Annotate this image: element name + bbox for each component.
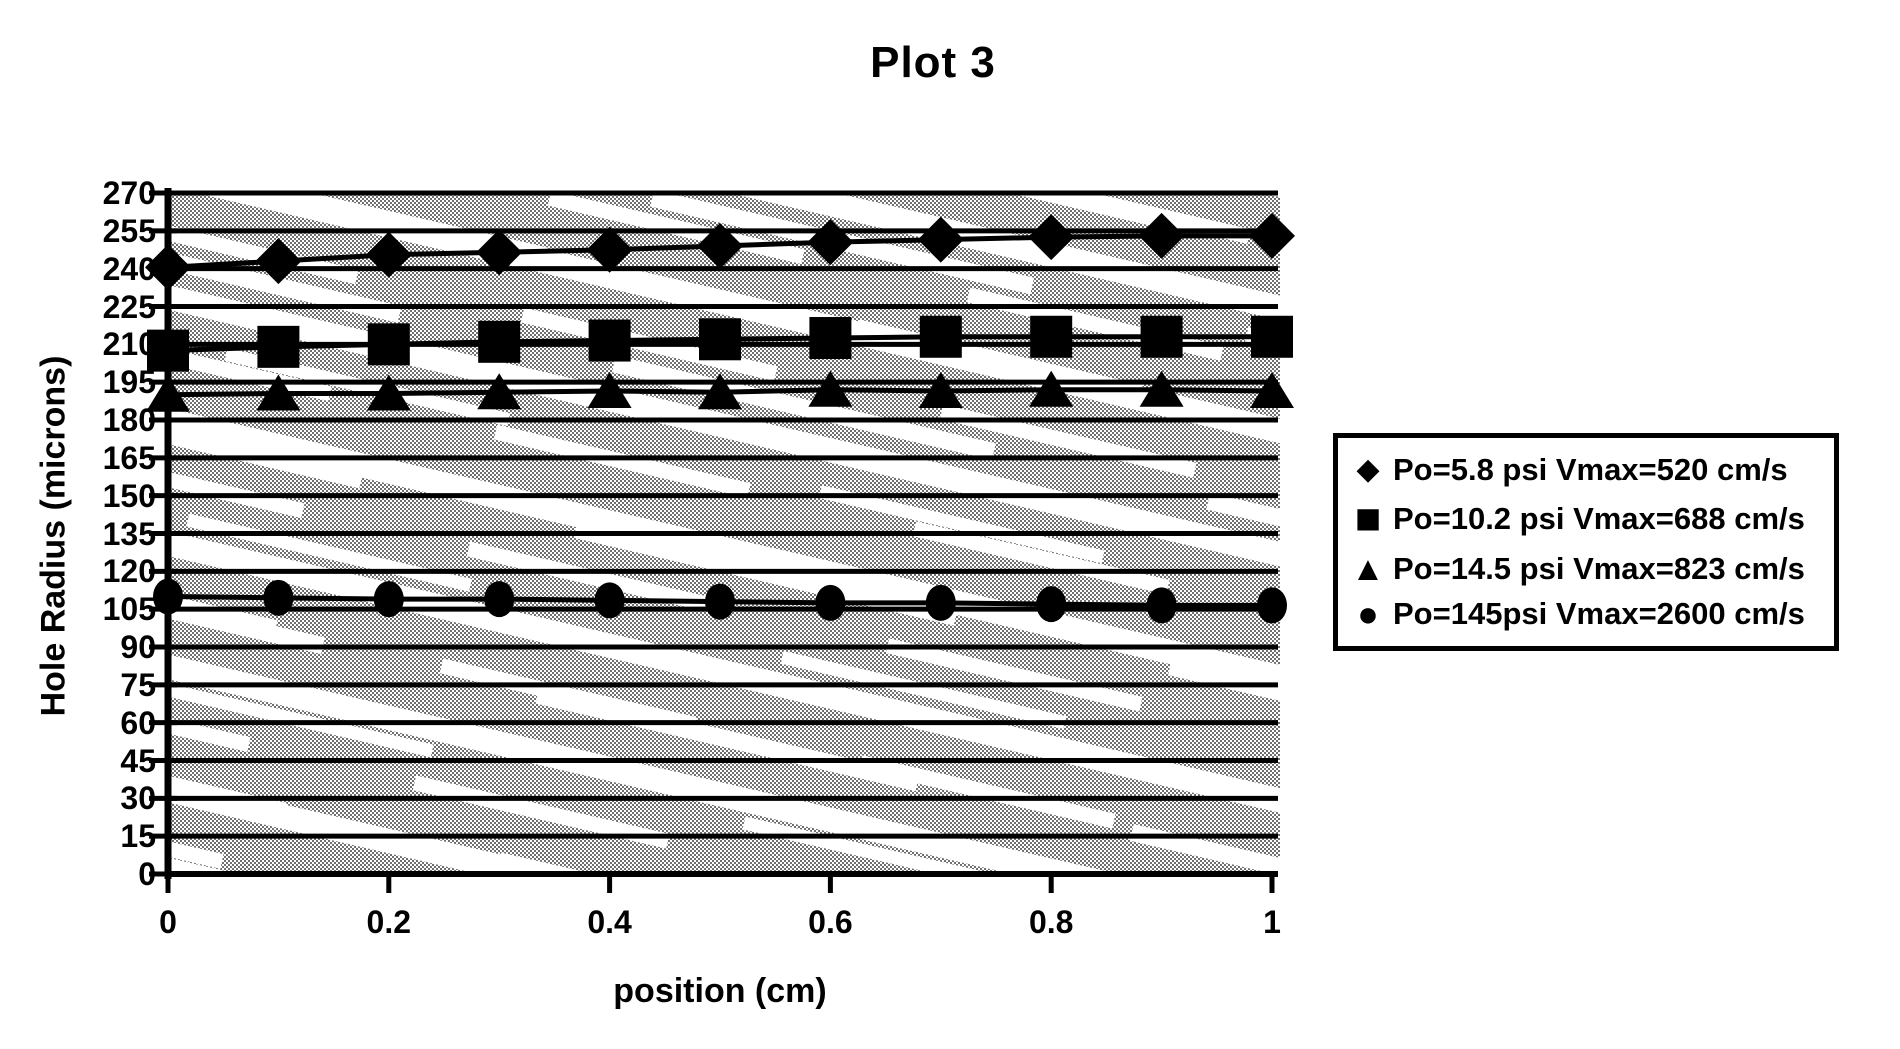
marker-triangle [366, 374, 411, 411]
marker-circle [1257, 587, 1287, 624]
legend-label: Po=14.5 psi Vmax=823 cm/s [1393, 550, 1805, 586]
chart-title: Plot 3 [870, 38, 996, 87]
x-tick-label: 1 [1263, 904, 1281, 940]
y-tick-label: 180 [102, 402, 156, 438]
x-tick-label: 0.8 [1028, 904, 1074, 940]
marker-circle [1036, 586, 1067, 623]
y-tick-label: 120 [102, 553, 156, 590]
marker-square [1140, 315, 1183, 358]
x-tick-label: 0.4 [587, 904, 632, 940]
marker-diamond [145, 244, 191, 291]
y-tick-label: 105 [102, 591, 156, 628]
x-tick-label: 0.2 [366, 904, 412, 940]
marker-triangle [587, 371, 632, 408]
y-tick-label: 75 [120, 666, 156, 703]
legend-label: Po=5.8 psi Vmax=520 cm/s [1393, 451, 1788, 487]
y-tick-label: 135 [102, 515, 156, 552]
marker-triangle [1139, 370, 1184, 407]
marker-triangle [698, 373, 742, 410]
marker-square [1251, 315, 1293, 358]
legend-item: ■ Po=10.2 psi Vmax=688 cm/s [1346, 497, 1826, 541]
y-tick-label: 255 [102, 212, 156, 249]
legend-label: Po=145psi Vmax=2600 cm/s [1393, 596, 1805, 632]
marker-triangle [256, 374, 301, 411]
marker-square [478, 320, 521, 363]
y-tick-label: 195 [102, 364, 156, 401]
marker-square [919, 315, 962, 358]
marker-triangle [808, 370, 853, 407]
legend-label: Po=10.2 psi Vmax=688 cm/s [1393, 501, 1805, 537]
legend: ◆ Po=5.8 psi Vmax=520 cm/s ■ Po=10.2 psi Vm… [1333, 433, 1839, 651]
marker-square [367, 323, 410, 366]
y-tick-label: 270 [102, 175, 156, 211]
marker-diamond [365, 231, 412, 278]
marker-diamond [807, 219, 854, 266]
marker-circle [153, 578, 183, 615]
marker-square [699, 318, 741, 361]
y-tick-label: 15 [120, 818, 156, 855]
marker-triangle [918, 371, 963, 408]
marker-diamond [255, 238, 302, 285]
y-tick-label: 165 [102, 439, 156, 476]
y-tick-label: 0 [138, 856, 156, 892]
marker-diamond [476, 229, 523, 276]
y-tick-label: 210 [102, 326, 156, 363]
y-tick-label: 45 [120, 742, 156, 779]
marker-circle [373, 581, 404, 618]
marker-square [588, 319, 631, 362]
marker-square [257, 325, 300, 368]
y-tick-label: 240 [102, 250, 156, 287]
marker-diamond [917, 216, 964, 263]
legend-square-icon: ■ [1354, 494, 1382, 544]
legend-diamond-icon: ◆ [1356, 452, 1380, 486]
marker-diamond [697, 222, 743, 269]
y-tick-label: 60 [120, 704, 156, 741]
marker-triangle [1029, 370, 1074, 407]
marker-diamond [1249, 212, 1295, 259]
x-tick-label: 0.6 [808, 904, 853, 940]
marker-triangle [1250, 371, 1294, 408]
legend-item: ◆ Po=5.8 psi Vmax=520 cm/s [1346, 452, 1826, 488]
marker-circle [925, 584, 956, 621]
marker-square [1030, 315, 1073, 358]
legend-item: ▲ Po=14.5 psi Vmax=823 cm/s [1346, 551, 1826, 587]
marker-triangle [146, 375, 190, 412]
marker-circle [263, 579, 294, 616]
marker-circle [705, 583, 735, 620]
marker-diamond [586, 226, 633, 273]
y-tick-label: 150 [102, 477, 156, 514]
legend-items: ◆ Po=5.8 psi Vmax=520 cm/s ■ Po=10.2 psi Vm… [1346, 442, 1826, 642]
marker-diamond [1028, 214, 1075, 261]
y-tick-label: 30 [120, 780, 156, 817]
y-tick-label: 225 [102, 288, 156, 325]
x-tick-label: 0 [159, 904, 177, 940]
marker-circle [594, 582, 625, 619]
marker-triangle [477, 373, 522, 410]
legend-item: ● Po=145psi Vmax=2600 cm/s [1346, 596, 1826, 632]
marker-square [147, 329, 189, 372]
x-axis-title: position (cm) [613, 972, 827, 1010]
marker-circle [1146, 587, 1177, 624]
marker-circle [815, 584, 846, 621]
marker-diamond [1138, 212, 1185, 259]
y-tick-label: 90 [120, 629, 156, 665]
legend-circle-icon: ● [1357, 593, 1379, 635]
marker-square [809, 317, 852, 360]
marker-circle [484, 581, 515, 618]
legend-triangle-icon: ▲ [1351, 549, 1385, 588]
